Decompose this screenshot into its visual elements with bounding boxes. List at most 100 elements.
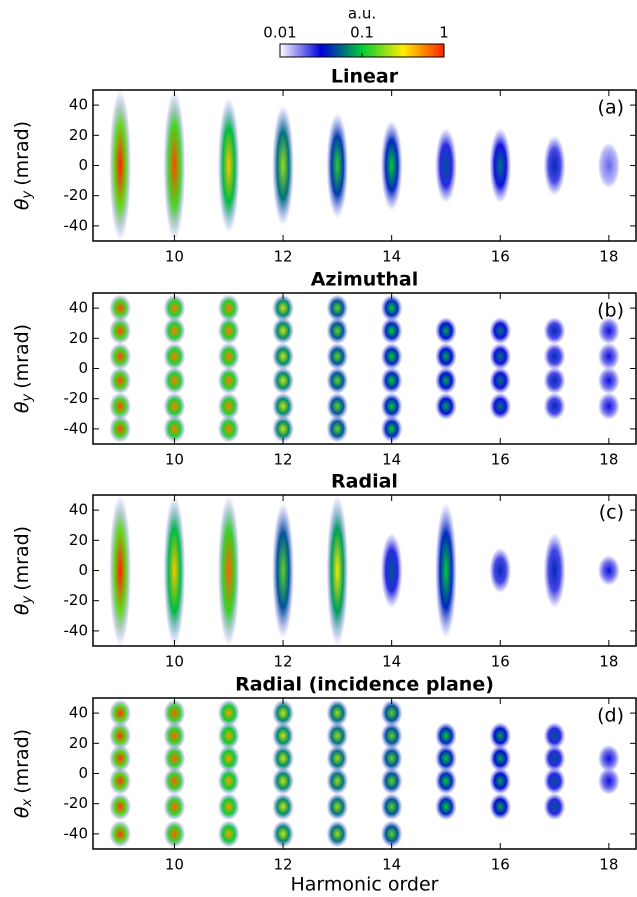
harmonic-peak [217, 342, 240, 371]
panel-title: Azimuthal [311, 269, 419, 291]
harmonic-peak [326, 366, 349, 395]
heatmap [109, 90, 620, 241]
harmonic-peak [380, 120, 403, 211]
harmonic-peak [217, 415, 240, 443]
harmonic-peak [109, 366, 132, 395]
harmonic-peak [326, 495, 349, 646]
y-axis-label: θy(mrad) [11, 121, 35, 210]
harmonic-peak [489, 317, 512, 345]
harmonic-peak [163, 317, 186, 345]
harmonic-peak [272, 415, 294, 443]
y-tick-label: 40 [69, 299, 88, 317]
y-tick-label: -20 [64, 591, 89, 609]
harmonic-peak [489, 127, 512, 204]
y-tick-label: 0 [78, 359, 88, 377]
y-tick-label: 40 [69, 704, 88, 722]
harmonic-peak [543, 744, 566, 772]
harmonic-peak [109, 793, 132, 821]
harmonic-peak [380, 415, 403, 443]
harmonic-peak [380, 793, 403, 821]
x-tick-label: 14 [382, 856, 401, 874]
harmonic-peak [217, 722, 240, 750]
harmonic-peak [326, 342, 349, 371]
harmonic-peak [489, 793, 512, 821]
x-tick-label: 12 [274, 856, 293, 874]
harmonic-peak [489, 392, 512, 420]
harmonic-peak [380, 294, 403, 322]
harmonic-peak [272, 722, 294, 750]
harmonic-peak [163, 793, 186, 821]
harmonic-peak [435, 722, 457, 750]
y-tick-label: 0 [78, 764, 88, 782]
harmonic-peak [272, 793, 294, 821]
y-tick-label: 20 [69, 734, 88, 752]
colorbar-tick-label: 1 [439, 24, 449, 42]
harmonic-peak [597, 767, 620, 795]
harmonic-peak [543, 793, 566, 821]
harmonic-peak [109, 767, 132, 795]
harmonic-peak [380, 532, 403, 609]
harmonic-peak [272, 699, 294, 727]
harmonic-peak [163, 415, 186, 443]
harmonic-peak [109, 294, 132, 322]
y-tick-label: -40 [64, 621, 89, 639]
harmonic-peak [380, 342, 403, 371]
harmonic-peak [326, 767, 349, 795]
panel-title: Radial [331, 471, 398, 493]
harmonic-peak [326, 793, 349, 821]
harmonic-peak [543, 342, 566, 371]
harmonic-peak [435, 744, 457, 772]
y-tick-label: -20 [64, 186, 89, 204]
harmonic-peak [597, 366, 620, 395]
harmonic-peak [109, 820, 132, 848]
harmonic-peak [272, 366, 294, 395]
harmonic-peak [326, 820, 349, 848]
harmonic-peak [163, 342, 186, 371]
harmonic-peak [217, 392, 240, 420]
harmonic-peak [543, 767, 566, 795]
x-tick-label: 10 [165, 248, 184, 266]
harmonic-peak [489, 744, 512, 772]
harmonic-peak [217, 699, 240, 727]
panel-label: (c) [599, 502, 624, 524]
y-tick-label: 0 [78, 561, 88, 579]
panel-title: Radial (incidence plane) [235, 674, 494, 696]
harmonic-peak [109, 90, 132, 241]
harmonic-peak [163, 366, 186, 395]
x-tick-label: 12 [274, 248, 293, 266]
harmonic-peak [380, 317, 403, 345]
x-tick-label: 16 [491, 451, 510, 469]
harmonic-peak [272, 105, 294, 226]
harmonic-peak [380, 767, 403, 795]
harmonic-peak [272, 502, 294, 639]
harmonic-peak [163, 294, 186, 322]
harmonic-peak [272, 392, 294, 420]
panel-label: (a) [598, 97, 624, 119]
y-tick-label: 20 [69, 126, 88, 144]
harmonic-peak [435, 317, 457, 345]
harmonic-peak [217, 294, 240, 322]
x-tick-label: 14 [382, 653, 401, 671]
y-axis-label: θy(mrad) [11, 526, 35, 615]
harmonic-peak [380, 820, 403, 848]
y-tick-label: -20 [64, 794, 89, 812]
heatmap [109, 495, 620, 646]
harmonic-peak [489, 366, 512, 395]
harmonic-peak [109, 699, 132, 727]
x-tick-label: 16 [491, 653, 510, 671]
harmonic-peak [489, 767, 512, 795]
harmonic-peak [217, 793, 240, 821]
harmonic-peak [543, 135, 566, 196]
y-axis-label: θy(mrad) [11, 324, 35, 413]
x-tick-label: 10 [165, 653, 184, 671]
harmonic-peak [217, 366, 240, 395]
x-tick-label: 16 [491, 856, 510, 874]
y-tick-label: 40 [69, 501, 88, 519]
harmonic-peak [326, 722, 349, 750]
panel-title: Linear [331, 66, 399, 88]
colorbar-label: a.u. [348, 5, 376, 23]
panel-label: (d) [597, 705, 624, 727]
harmonic-peak [543, 722, 566, 750]
heatmap [109, 294, 620, 443]
